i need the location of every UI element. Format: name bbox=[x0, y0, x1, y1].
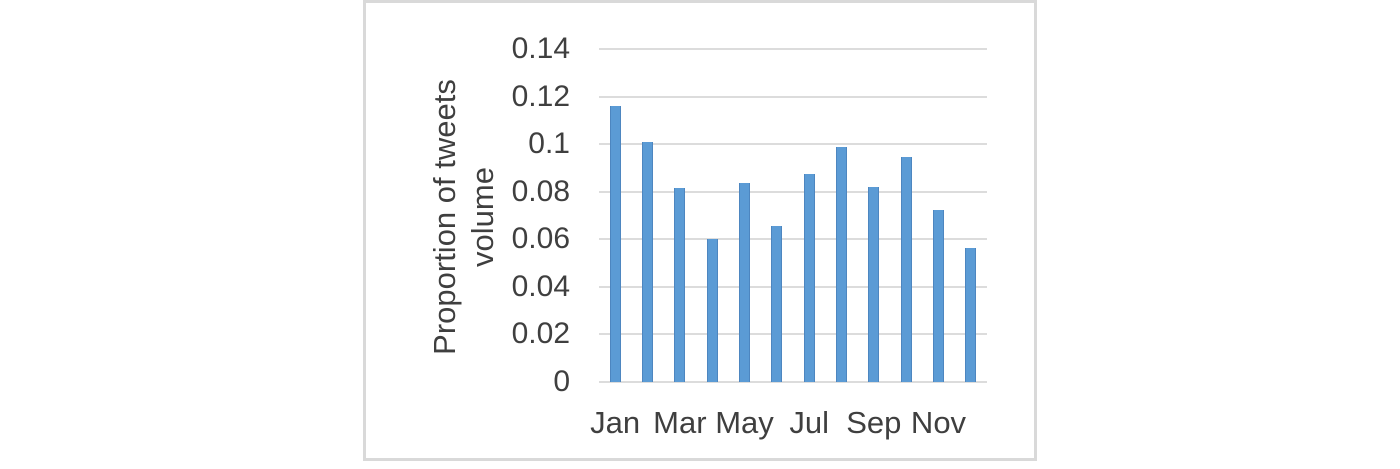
x-axis-tick-labels: Jan Mar May Jul Sep Nov bbox=[590, 404, 987, 448]
bar-Oct bbox=[900, 157, 912, 382]
gridline-y-0.1 bbox=[599, 143, 987, 146]
bar-Apr bbox=[706, 239, 718, 382]
bar-Dec bbox=[965, 247, 977, 382]
gridline-y-0.14 bbox=[599, 48, 987, 50]
x-tick-label-Nov: Nov bbox=[910, 405, 967, 440]
gridline-y-0.06 bbox=[599, 238, 987, 241]
bar-Feb bbox=[642, 141, 653, 382]
gridline-y-0 bbox=[599, 381, 987, 383]
gridline-y-0.04 bbox=[599, 285, 987, 288]
gridline-y-0.12 bbox=[599, 95, 987, 98]
gridline-y-0.02 bbox=[599, 333, 987, 336]
bar-Aug bbox=[836, 146, 847, 382]
x-tick-label-Jan: Jan bbox=[590, 405, 641, 440]
x-tick-label-Sep: Sep bbox=[846, 405, 902, 440]
plot-area bbox=[599, 48, 987, 383]
y-tick-label: 0.08 bbox=[511, 174, 570, 208]
bar-Nov bbox=[933, 209, 944, 382]
y-tick-label: 0.1 bbox=[528, 127, 570, 161]
bar-Jan bbox=[609, 106, 621, 382]
y-tick-label: 0 bbox=[553, 365, 570, 398]
gridline-y-0.08 bbox=[599, 190, 987, 193]
y-tick-label: 0.04 bbox=[511, 269, 570, 303]
bar-May bbox=[739, 183, 750, 382]
bar-Mar bbox=[674, 188, 686, 382]
x-tick-label-Jul: Jul bbox=[789, 405, 829, 440]
bar-Sep bbox=[868, 186, 880, 382]
y-tick-label: 0.02 bbox=[511, 317, 570, 351]
y-tick-label: 0.06 bbox=[511, 222, 570, 256]
bar-Jun bbox=[771, 226, 783, 382]
y-tick-label: 0.12 bbox=[511, 79, 570, 113]
y-axis-tick-labels: 0 0.02 0.04 0.06 0.08 0.1 0.12 0.14 bbox=[366, 3, 570, 458]
y-tick-label: 0.14 bbox=[511, 32, 570, 65]
x-tick-label-May: May bbox=[715, 405, 774, 440]
bar-Jul bbox=[803, 173, 815, 382]
chart-frame: Proportion of tweets volume 0 0.02 0.04 0.0… bbox=[363, 0, 1037, 461]
x-tick-label-Mar: Mar bbox=[653, 405, 707, 440]
